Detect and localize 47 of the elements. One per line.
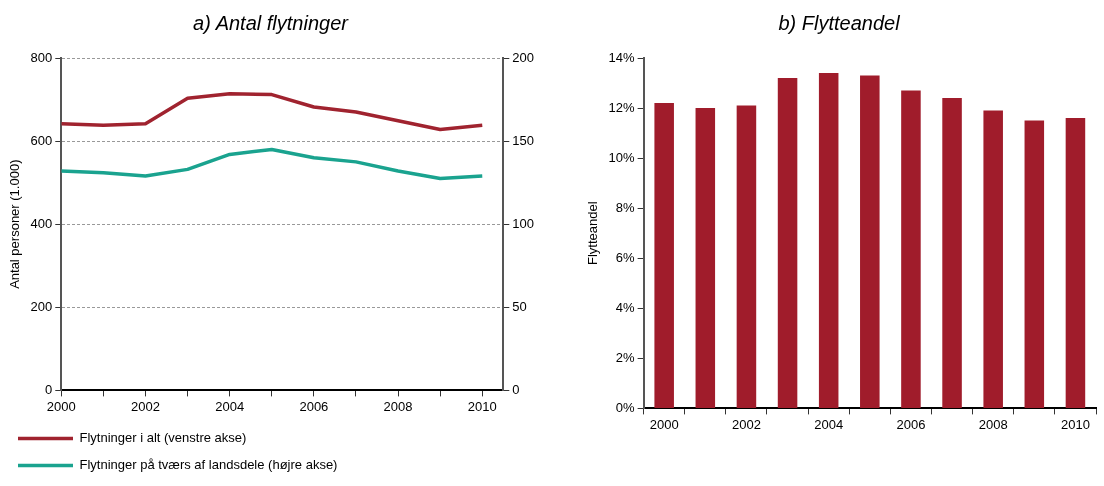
x-tick-label: 2006: [299, 398, 329, 414]
y-tick-label: 8%: [615, 199, 636, 215]
y-tick-label: 200: [30, 298, 53, 314]
bar: [942, 98, 962, 408]
bar: [1024, 120, 1045, 408]
bar: [777, 78, 798, 408]
y-tick-label: 800: [30, 49, 53, 65]
bar: [1065, 118, 1086, 408]
y2-tick-label: 100: [512, 215, 535, 231]
y-tick-label: 4%: [615, 299, 636, 315]
x-tick-label: 2004: [814, 416, 844, 432]
bar: [860, 75, 880, 408]
chart-title: a) Antal flytninger: [193, 11, 350, 34]
chart-title: b) Flytteandel: [778, 11, 901, 34]
y2-tick-label: 50: [512, 298, 527, 314]
y-axis-title: Flytteandel: [585, 201, 601, 265]
y-axis-title: Antal personer (1.000): [7, 159, 23, 289]
bar: [901, 90, 921, 408]
x-tick-label: 2008: [978, 416, 1008, 432]
y-tick-label: 0: [45, 381, 53, 397]
bar: [736, 105, 757, 408]
bar: [818, 73, 839, 408]
bar: [695, 108, 716, 408]
y-tick-label: 2%: [615, 349, 636, 365]
y2-tick-label: 150: [512, 132, 535, 148]
y-tick-label: 400: [30, 215, 53, 231]
bar: [983, 110, 1003, 408]
y-tick-label: 0%: [615, 399, 636, 415]
y2-tick-label: 0: [512, 381, 520, 397]
y-tick-label: 12%: [608, 99, 636, 115]
legend-label: Flytninger i alt (venstre akse): [79, 430, 247, 446]
bar: [654, 103, 674, 408]
y-tick-label: 10%: [608, 149, 636, 165]
x-tick-label: 2008: [383, 398, 413, 414]
y-tick-label: 14%: [608, 49, 636, 65]
x-tick-label: 2006: [896, 416, 926, 432]
x-tick-label: 2004: [215, 398, 245, 414]
x-tick-label: 2000: [46, 398, 76, 414]
y2-tick-label: 200: [512, 49, 535, 65]
x-tick-label: 2002: [731, 416, 761, 432]
y-tick-label: 600: [30, 132, 53, 148]
x-tick-label: 2010: [467, 398, 497, 414]
legend-label: Flytninger på tværs af landsdele (højre akse): [79, 457, 338, 473]
x-tick-label: 2000: [649, 416, 679, 432]
x-tick-label: 2002: [131, 398, 160, 414]
x-tick-label: 2010: [1060, 416, 1090, 432]
y-tick-label: 6%: [615, 249, 636, 265]
